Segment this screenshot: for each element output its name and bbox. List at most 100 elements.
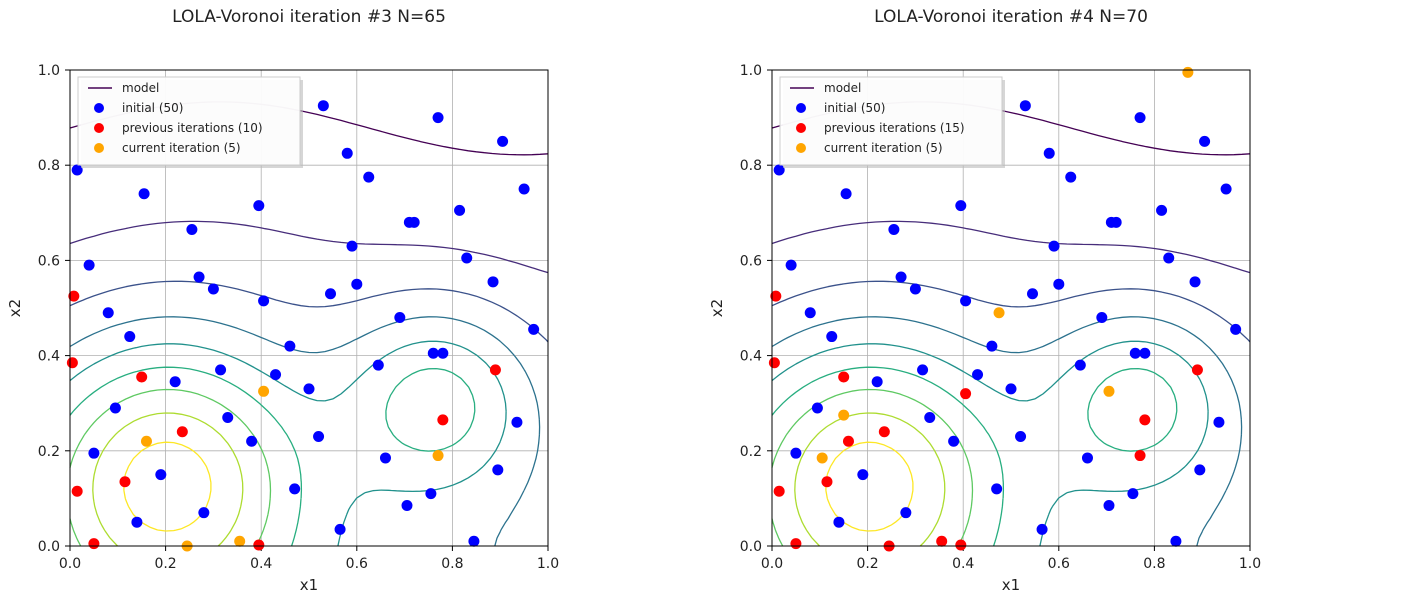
data-point <box>1139 414 1151 426</box>
data-point <box>489 364 501 376</box>
legend-label: initial (50) <box>824 101 885 115</box>
data-point <box>816 452 828 464</box>
legend-marker <box>94 143 104 153</box>
data-point <box>888 223 900 235</box>
data-point <box>186 223 198 235</box>
data-point <box>71 485 83 497</box>
data-point <box>1194 464 1206 476</box>
x-tick-label: 0.6 <box>1048 556 1070 572</box>
legend-box <box>77 76 301 166</box>
chart-2-svg: LOLA-Voronoi iteration #4 N=70 0.0 0.2 0.4 0… <box>708 7 1261 594</box>
model-contour-line <box>771 280 1251 343</box>
data-point <box>917 364 929 376</box>
model-contour-line <box>69 340 507 547</box>
data-point <box>1043 147 1055 159</box>
y-tick-label: 0.6 <box>740 253 762 269</box>
data-point <box>1191 364 1203 376</box>
y-tick-label: 1.0 <box>740 63 762 79</box>
data-point <box>66 357 78 369</box>
data-point <box>1170 535 1182 547</box>
data-point <box>136 371 148 383</box>
model-contour-line <box>92 412 244 547</box>
data-point <box>1005 383 1017 395</box>
data-point <box>427 347 439 359</box>
data-point <box>842 435 854 447</box>
y-tick-label: 1.0 <box>38 63 60 79</box>
x-tick-label: 0.0 <box>761 556 783 572</box>
data-point <box>909 283 921 295</box>
data-point <box>363 171 375 183</box>
data-point <box>394 312 406 324</box>
data-point <box>1065 171 1077 183</box>
data-point <box>895 271 907 283</box>
legend-marker <box>796 143 806 153</box>
chart-1-svg: LOLA-Voronoi iteration #3 N=65 0.0 0.2 0.4 0… <box>6 7 559 594</box>
x-axis-label: x1 <box>1002 576 1020 594</box>
data-point <box>1036 523 1048 535</box>
data-point <box>1189 276 1201 288</box>
data-point <box>924 411 936 423</box>
data-point <box>948 435 960 447</box>
data-point <box>258 295 270 307</box>
data-point <box>790 447 802 459</box>
plot-frame <box>69 69 549 547</box>
y-axis-label: x2 <box>6 299 24 317</box>
model-contour-line <box>69 280 549 343</box>
data-point <box>773 485 785 497</box>
model-contour-line <box>794 412 946 547</box>
data-point <box>425 488 437 500</box>
data-point <box>1015 431 1027 443</box>
data-point <box>124 331 136 343</box>
data-point <box>193 271 205 283</box>
data-point <box>270 369 282 381</box>
data-point <box>403 216 415 228</box>
x-tick-label: 0.0 <box>59 556 81 572</box>
data-point <box>518 183 530 195</box>
data-point <box>432 450 444 462</box>
data-point <box>900 507 912 519</box>
data-point <box>878 426 890 438</box>
data-point <box>993 307 1005 319</box>
data-point <box>804 307 816 319</box>
data-point <box>351 278 363 290</box>
data-point <box>401 500 413 512</box>
y-tick-label: 0.4 <box>740 349 762 365</box>
data-point <box>833 516 845 528</box>
data-point <box>461 252 473 264</box>
data-point <box>785 259 797 271</box>
data-point <box>1053 278 1065 290</box>
legend-marker <box>796 103 806 113</box>
data-point <box>317 100 329 112</box>
data-point <box>1220 183 1232 195</box>
y-tick-label: 0.4 <box>38 349 60 365</box>
data-point <box>468 535 480 547</box>
data-point <box>1103 385 1115 397</box>
y-tick-label: 0.2 <box>740 444 762 460</box>
chart-title: LOLA-Voronoi iteration #4 N=70 <box>874 7 1148 27</box>
data-point <box>284 340 296 352</box>
data-point <box>119 476 131 488</box>
data-point <box>454 204 466 216</box>
data-point <box>871 376 883 388</box>
data-point <box>1134 450 1146 462</box>
model-contour-line <box>771 340 1209 547</box>
data-point <box>1105 216 1117 228</box>
legend-label: current iteration (5) <box>122 141 241 155</box>
data-point <box>955 200 967 212</box>
data-point <box>492 464 504 476</box>
data-point <box>222 411 234 423</box>
x-tick-label: 1.0 <box>537 556 559 572</box>
legend-box <box>779 76 1003 166</box>
data-point <box>341 147 353 159</box>
data-point <box>346 240 358 252</box>
data-point <box>207 283 219 295</box>
data-point <box>811 402 823 414</box>
data-point <box>1074 359 1086 371</box>
data-point <box>773 164 785 176</box>
data-point <box>1199 135 1211 147</box>
data-point <box>1182 66 1194 78</box>
data-point <box>497 135 509 147</box>
data-point <box>770 290 782 302</box>
data-point <box>258 385 270 397</box>
data-point <box>1156 204 1168 216</box>
